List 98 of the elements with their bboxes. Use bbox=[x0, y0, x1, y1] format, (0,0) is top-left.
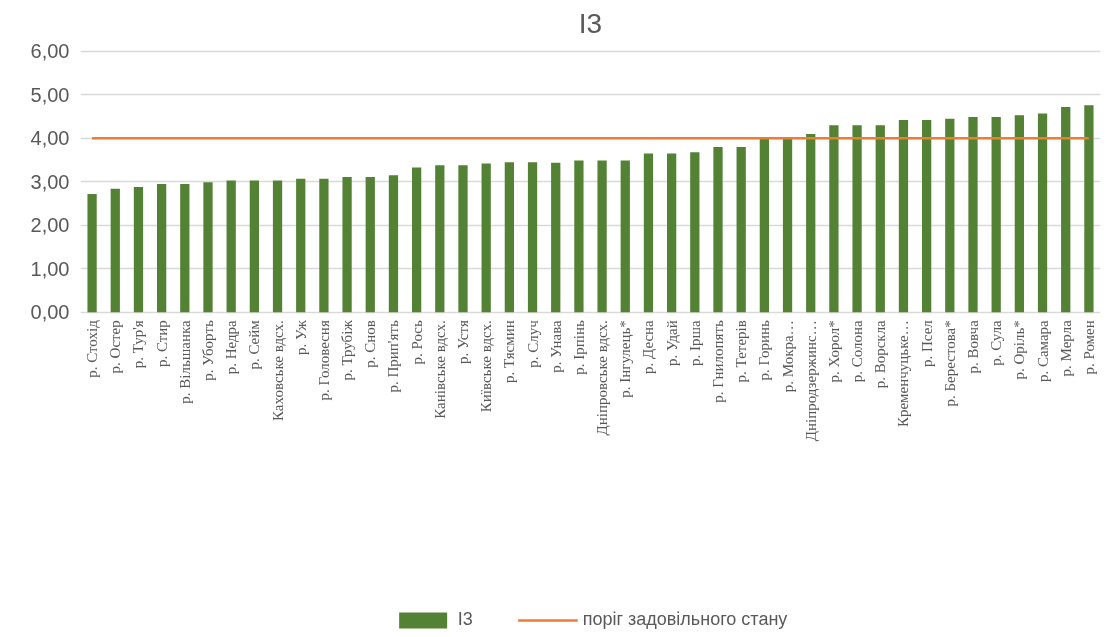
x-tick-label: р. Мокра… bbox=[779, 320, 796, 393]
x-tick-label: р. Унава bbox=[547, 319, 564, 373]
x-tick-label: р. Стохід bbox=[84, 319, 101, 378]
bar bbox=[1037, 113, 1048, 313]
legend-label: І3 bbox=[457, 609, 474, 630]
y-tick-label: 3,00 bbox=[30, 170, 70, 193]
bar bbox=[342, 176, 352, 313]
bar bbox=[968, 116, 978, 313]
bar bbox=[922, 120, 932, 313]
x-tick-label: р. Остер bbox=[107, 320, 124, 374]
x-tick-label: р. Десна bbox=[640, 319, 657, 374]
bar bbox=[319, 178, 329, 313]
bar bbox=[643, 153, 654, 313]
bar bbox=[759, 138, 769, 313]
bar bbox=[620, 160, 630, 313]
bar bbox=[133, 186, 144, 313]
x-tick-label: р. Тур'я bbox=[130, 320, 147, 369]
x-tick-label: р. Солона bbox=[849, 319, 866, 383]
x-tick-label: р. Ірша bbox=[686, 319, 703, 366]
bar bbox=[667, 153, 677, 313]
x-tick-label: р. Недра bbox=[223, 319, 240, 375]
bar bbox=[782, 138, 793, 313]
x-tick-label: Каховське вдсх. bbox=[269, 320, 286, 421]
bar bbox=[226, 180, 236, 313]
x-tick-label: р. Уж bbox=[292, 319, 309, 355]
x-tick-label: р. Стир bbox=[153, 320, 170, 368]
x-tick-label: р. Тясмин bbox=[501, 320, 518, 383]
bar bbox=[574, 160, 584, 313]
x-tick-label: р. Тетерів bbox=[733, 320, 750, 383]
x-tick-label: р. Берестова* bbox=[941, 320, 958, 407]
x-tick-label: р. Самара bbox=[1034, 319, 1051, 383]
bar bbox=[203, 182, 213, 313]
bar bbox=[365, 176, 375, 313]
bar bbox=[1061, 106, 1071, 313]
y-tick-label: 4,00 bbox=[30, 127, 70, 150]
x-tick-label: р. Рось bbox=[408, 320, 425, 365]
bar bbox=[690, 152, 700, 313]
bar bbox=[1014, 115, 1024, 313]
y-tick-label: 1,00 bbox=[30, 257, 70, 280]
bar bbox=[551, 162, 561, 313]
x-tick-label: р. Псел bbox=[918, 319, 935, 368]
bar bbox=[1084, 105, 1094, 313]
x-tick-label: р. Хорол* bbox=[825, 320, 842, 383]
bar bbox=[458, 165, 468, 313]
x-tick-label: р. Сейм bbox=[246, 319, 263, 370]
bar bbox=[180, 183, 190, 313]
x-tick-label: р. Снов bbox=[362, 320, 379, 368]
bar bbox=[527, 162, 538, 313]
bar bbox=[157, 183, 167, 313]
bar bbox=[829, 125, 839, 313]
x-tick-label: р. Оріль* bbox=[1011, 320, 1028, 380]
y-tick-label: 5,00 bbox=[30, 83, 70, 106]
x-tick-label: р. Інгулець* bbox=[617, 320, 634, 398]
bar bbox=[110, 188, 120, 313]
x-tick-label: р. Трубіж bbox=[339, 319, 356, 381]
x-tick-label: Дніпродзержинс… bbox=[802, 320, 819, 442]
bar bbox=[597, 160, 607, 313]
x-tick-label: Київське вдсх. bbox=[478, 320, 495, 413]
chart-title: І3 bbox=[578, 7, 603, 39]
bar bbox=[736, 146, 746, 313]
x-tick-label: р. Уборть bbox=[200, 320, 216, 381]
bar bbox=[412, 167, 422, 313]
x-tick-label: р. Гнилопять bbox=[710, 320, 726, 403]
bar bbox=[945, 118, 955, 313]
y-tick-label: 2,00 bbox=[30, 214, 70, 237]
x-tick-label: р. Ворскла bbox=[872, 319, 889, 389]
x-tick-label: р. Мерла bbox=[1057, 319, 1074, 377]
bar bbox=[991, 116, 1001, 313]
x-tick-label: Кременчуцьке… bbox=[895, 320, 912, 428]
x-tick-label: р. Горинь bbox=[756, 320, 773, 381]
bar bbox=[435, 165, 445, 313]
x-tick-label: р. Ромен bbox=[1080, 320, 1097, 375]
legend-label: поріг задовільного стану bbox=[582, 609, 788, 630]
bar bbox=[504, 162, 514, 313]
bar bbox=[87, 193, 97, 313]
x-tick-label: р. Вовча bbox=[965, 319, 981, 374]
bar bbox=[296, 178, 306, 313]
x-tick-label: р. Случ bbox=[524, 319, 541, 368]
bar bbox=[272, 180, 283, 313]
x-tick-label: Дніпровське вдсх. bbox=[594, 320, 611, 436]
bar bbox=[898, 120, 909, 313]
x-tick-label: Канівське вдсх. bbox=[431, 320, 448, 419]
bar bbox=[249, 180, 259, 313]
x-tick-label: р. Устя bbox=[455, 320, 471, 364]
bar bbox=[713, 146, 723, 313]
x-tick-label: р. Удай bbox=[663, 320, 680, 367]
x-tick-label: р. Ірпінь bbox=[570, 320, 587, 375]
bar bbox=[388, 175, 399, 313]
x-tick-label: р. Прип'ять bbox=[385, 320, 402, 393]
bar bbox=[852, 125, 862, 313]
x-tick-label: р. Вільшанка bbox=[176, 319, 193, 404]
x-tick-label: р. Сула bbox=[988, 319, 1005, 366]
y-tick-label: 6,00 bbox=[30, 40, 70, 63]
y-tick-label: 0,00 bbox=[30, 301, 70, 324]
x-tick-label: р. Головесня bbox=[315, 320, 332, 401]
bar bbox=[806, 133, 816, 313]
bar bbox=[481, 163, 491, 313]
bar bbox=[875, 125, 885, 313]
